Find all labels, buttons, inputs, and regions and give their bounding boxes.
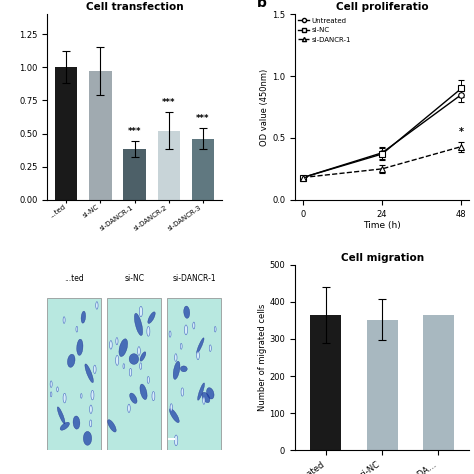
Ellipse shape — [108, 419, 116, 432]
Circle shape — [197, 351, 200, 360]
Bar — [191, 139, 214, 200]
Ellipse shape — [207, 388, 214, 399]
Circle shape — [174, 354, 177, 362]
Circle shape — [50, 392, 52, 397]
Title: Cell migration: Cell migration — [340, 253, 424, 263]
Circle shape — [91, 391, 94, 400]
Circle shape — [81, 393, 82, 398]
Circle shape — [147, 376, 149, 383]
Circle shape — [152, 392, 155, 401]
Ellipse shape — [202, 392, 210, 403]
Circle shape — [214, 327, 216, 332]
Ellipse shape — [85, 364, 93, 383]
Circle shape — [147, 327, 150, 336]
Circle shape — [180, 343, 182, 349]
Ellipse shape — [184, 306, 190, 319]
Text: ***: *** — [128, 127, 141, 136]
Circle shape — [76, 326, 78, 332]
Ellipse shape — [83, 431, 91, 445]
Ellipse shape — [169, 409, 179, 423]
Ellipse shape — [67, 354, 75, 367]
Circle shape — [137, 346, 140, 356]
Bar — [157, 131, 180, 200]
Ellipse shape — [181, 366, 187, 372]
Ellipse shape — [134, 313, 143, 336]
Legend: Untreated, si-NC, si-DANCR-1: Untreated, si-NC, si-DANCR-1 — [299, 18, 351, 43]
Circle shape — [123, 364, 125, 369]
Ellipse shape — [148, 312, 155, 323]
Title: Cell transfection: Cell transfection — [86, 2, 183, 12]
Text: ***: *** — [162, 98, 175, 107]
Bar — [55, 67, 77, 200]
Text: *: * — [459, 127, 464, 137]
Ellipse shape — [81, 311, 86, 323]
X-axis label: Time (h): Time (h) — [363, 221, 401, 230]
Circle shape — [209, 345, 211, 352]
Ellipse shape — [60, 422, 70, 430]
Circle shape — [129, 368, 132, 376]
Text: si-NC: si-NC — [124, 274, 144, 283]
Text: si-DANCR-1: si-DANCR-1 — [173, 274, 216, 283]
Ellipse shape — [198, 383, 205, 400]
FancyBboxPatch shape — [107, 298, 161, 450]
Circle shape — [193, 322, 195, 329]
Ellipse shape — [77, 339, 83, 356]
Ellipse shape — [57, 407, 65, 424]
Circle shape — [181, 388, 183, 396]
Circle shape — [90, 405, 92, 413]
Circle shape — [116, 337, 118, 345]
Text: ***: *** — [196, 114, 210, 123]
Circle shape — [140, 363, 142, 369]
Ellipse shape — [73, 416, 80, 429]
FancyBboxPatch shape — [47, 298, 101, 450]
Circle shape — [93, 365, 96, 374]
Circle shape — [63, 317, 65, 323]
Circle shape — [116, 356, 118, 365]
Circle shape — [203, 397, 205, 404]
Circle shape — [109, 340, 112, 349]
Circle shape — [96, 301, 98, 309]
Circle shape — [174, 435, 178, 446]
Ellipse shape — [129, 354, 139, 365]
Ellipse shape — [140, 352, 146, 361]
Circle shape — [90, 420, 92, 427]
Y-axis label: OD value (450nm): OD value (450nm) — [260, 68, 269, 146]
Y-axis label: Number of migrated cells: Number of migrated cells — [257, 304, 266, 411]
Circle shape — [128, 404, 130, 412]
Ellipse shape — [140, 384, 147, 400]
Bar — [310, 315, 341, 450]
Circle shape — [184, 325, 188, 335]
Circle shape — [170, 404, 173, 411]
Bar — [366, 319, 398, 450]
FancyBboxPatch shape — [167, 298, 221, 450]
Ellipse shape — [130, 393, 137, 403]
Ellipse shape — [119, 339, 128, 356]
Circle shape — [57, 387, 58, 392]
Title: Cell proliferatio: Cell proliferatio — [336, 2, 428, 12]
Bar — [423, 315, 454, 450]
Text: b: b — [256, 0, 266, 9]
Circle shape — [63, 393, 66, 403]
Circle shape — [50, 381, 52, 387]
Bar — [124, 149, 146, 200]
Ellipse shape — [173, 361, 180, 379]
Ellipse shape — [197, 338, 204, 353]
Text: ...ted: ...ted — [64, 274, 84, 283]
Circle shape — [169, 331, 171, 337]
Bar — [90, 71, 111, 200]
Circle shape — [139, 306, 143, 317]
